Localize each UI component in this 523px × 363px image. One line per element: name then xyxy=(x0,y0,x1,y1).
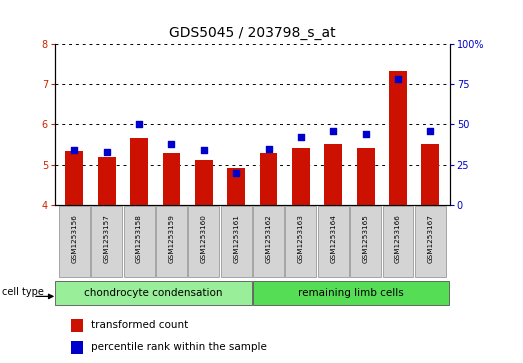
FancyBboxPatch shape xyxy=(318,206,349,277)
Text: GSM1253161: GSM1253161 xyxy=(233,214,239,263)
Bar xyxy=(130,138,148,205)
Point xyxy=(361,131,370,137)
FancyBboxPatch shape xyxy=(221,206,252,277)
Text: chondrocyte condensation: chondrocyte condensation xyxy=(84,288,223,298)
Bar xyxy=(195,160,213,205)
Title: GDS5045 / 203798_s_at: GDS5045 / 203798_s_at xyxy=(169,26,336,40)
Bar xyxy=(292,148,310,205)
FancyBboxPatch shape xyxy=(253,206,284,277)
Bar xyxy=(71,319,83,333)
FancyBboxPatch shape xyxy=(253,281,449,305)
Text: GSM1253162: GSM1253162 xyxy=(266,214,271,263)
FancyBboxPatch shape xyxy=(286,206,316,277)
Text: GSM1253158: GSM1253158 xyxy=(136,214,142,263)
Point xyxy=(103,149,111,155)
Point xyxy=(70,147,78,153)
Bar xyxy=(324,144,342,205)
Bar xyxy=(357,148,374,205)
FancyBboxPatch shape xyxy=(55,281,252,305)
FancyBboxPatch shape xyxy=(415,206,446,277)
Point xyxy=(297,134,305,140)
Text: GSM1253164: GSM1253164 xyxy=(330,214,336,263)
Point xyxy=(264,146,272,151)
Bar xyxy=(259,152,277,205)
Point xyxy=(167,141,176,147)
Bar xyxy=(228,168,245,205)
Point xyxy=(426,128,435,134)
Point xyxy=(394,76,402,82)
Text: GSM1253160: GSM1253160 xyxy=(201,214,207,263)
Text: GSM1253159: GSM1253159 xyxy=(168,214,175,263)
FancyBboxPatch shape xyxy=(188,206,219,277)
Text: GSM1253165: GSM1253165 xyxy=(362,214,369,263)
Text: GSM1253167: GSM1253167 xyxy=(427,214,434,263)
FancyBboxPatch shape xyxy=(91,206,122,277)
Bar xyxy=(389,71,407,205)
Text: remaining limb cells: remaining limb cells xyxy=(298,288,404,298)
Text: cell type: cell type xyxy=(3,287,44,297)
Text: GSM1253156: GSM1253156 xyxy=(71,214,77,263)
FancyBboxPatch shape xyxy=(350,206,381,277)
Point xyxy=(135,121,143,127)
Bar xyxy=(71,341,83,354)
Bar xyxy=(422,144,439,205)
Text: GSM1253166: GSM1253166 xyxy=(395,214,401,263)
Bar xyxy=(65,151,83,205)
Bar xyxy=(98,158,116,205)
Bar xyxy=(163,152,180,205)
Text: percentile rank within the sample: percentile rank within the sample xyxy=(91,342,267,352)
FancyBboxPatch shape xyxy=(123,206,155,277)
Point xyxy=(232,170,241,176)
Text: transformed count: transformed count xyxy=(91,320,188,330)
FancyBboxPatch shape xyxy=(382,206,414,277)
FancyBboxPatch shape xyxy=(156,206,187,277)
Point xyxy=(329,128,337,134)
Text: GSM1253157: GSM1253157 xyxy=(104,214,110,263)
Text: GSM1253163: GSM1253163 xyxy=(298,214,304,263)
Point xyxy=(200,147,208,153)
FancyBboxPatch shape xyxy=(59,206,90,277)
